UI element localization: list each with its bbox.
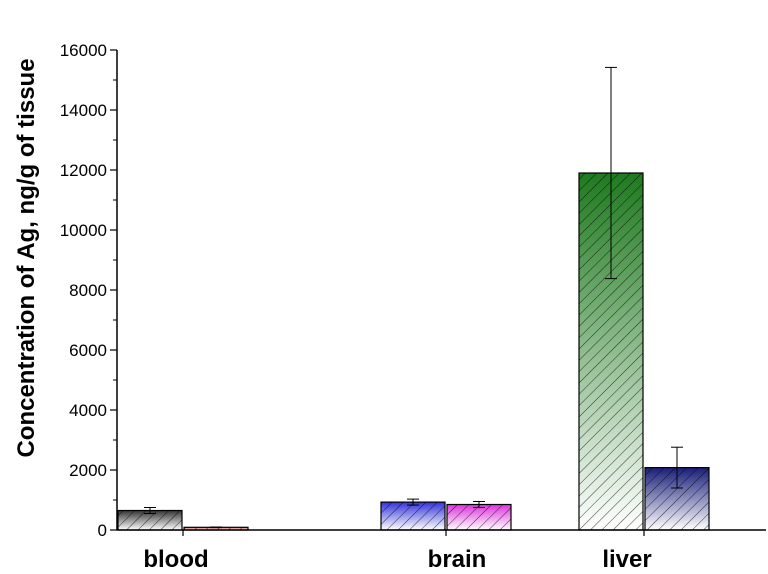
x-category-label-blood: blood [143,546,208,573]
y-tick-label: 16000 [60,41,107,60]
bar-brain-series-2 [446,501,512,531]
bar-blood-series-1 [117,507,183,531]
bar-liver-series-2 [644,446,710,531]
x-category-label-brain: brain [428,546,487,573]
bar-outline [380,501,446,531]
y-tick-label: 2000 [69,461,107,480]
y-tick-label: 6000 [69,341,107,360]
bar-brain-series-1 [380,498,446,531]
y-tick-label: 0 [98,521,107,540]
bar-liver-series-1 [578,66,644,531]
y-axis-title: Concentration of Ag, ng/g of tissue [13,58,40,457]
y-tick-label: 12000 [60,161,107,180]
bar-outline [446,503,512,531]
x-category-label-liver: liver [602,546,651,573]
y-tick-label: 8000 [69,281,107,300]
y-tick-label: 14000 [60,101,107,120]
y-tick-label: 4000 [69,401,107,420]
y-tick-label: 10000 [60,221,107,240]
